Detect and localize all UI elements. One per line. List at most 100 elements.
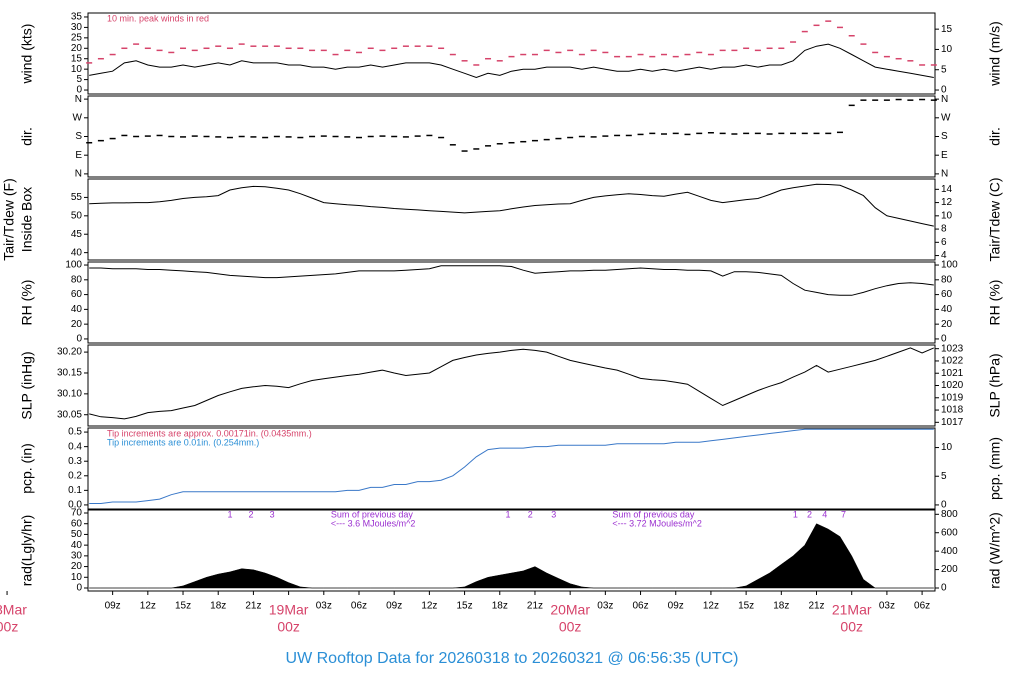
- y-tick-label: 30: [71, 550, 83, 561]
- hour-mark: 2: [249, 509, 254, 519]
- y-tick-label: 0: [76, 334, 82, 345]
- y-tick-label: 30.05: [57, 409, 82, 420]
- x-tick-label: 15z: [738, 601, 754, 612]
- y-axis-label: Tair/Tdew (F): [1, 178, 17, 260]
- y2-axis-label: dir.: [987, 127, 1003, 146]
- y-axis-label: SLP (inHg): [19, 351, 35, 419]
- x-tick-label: 15z: [175, 601, 191, 612]
- y2-tick-label: W: [941, 112, 951, 123]
- day-tick-label: 21Mar: [832, 602, 872, 618]
- panel-frame: [87, 509, 936, 592]
- y2-tick-label: E: [941, 150, 948, 161]
- line: [89, 183, 934, 227]
- y-tick-label: 5: [76, 74, 82, 85]
- daily-sum: Sum of previous day: [331, 509, 414, 519]
- line: [89, 43, 934, 79]
- x-tick-label: 09z: [386, 601, 402, 612]
- y2-tick-label: 10: [941, 442, 953, 453]
- y-tick-label: 50: [71, 529, 83, 540]
- y-tick-label: 35: [71, 12, 83, 23]
- day-tick-label: 19Mar: [269, 602, 309, 618]
- line: [89, 347, 934, 420]
- x-tick-label: 18z: [492, 601, 508, 612]
- y2-tick-label: 600: [941, 527, 958, 538]
- x-tick-label: 03z: [316, 601, 332, 612]
- y2-tick-label: 12: [941, 197, 953, 208]
- panel-frame: [87, 427, 936, 510]
- day-tick-hour: 00z: [559, 619, 582, 635]
- y-tick-label: 10: [71, 64, 83, 75]
- y-tick-label: 20: [71, 319, 83, 330]
- y2-axis-label: rad (W/m^2): [987, 512, 1003, 589]
- x-tick-label: 15z: [457, 601, 473, 612]
- y2-tick-label: 5: [941, 64, 947, 75]
- x-tick-label: 03z: [879, 601, 895, 612]
- day-tick-label: 18Mar: [0, 602, 27, 618]
- hour-mark: 2: [528, 509, 533, 519]
- y2-tick-label: 10: [941, 44, 953, 55]
- daily-sum: <--- 3.6 MJoules/m^2: [331, 518, 416, 528]
- y-tick-label: 0.3: [68, 456, 82, 467]
- x-tick-label: 12z: [421, 601, 437, 612]
- y2-tick-label: 8: [941, 224, 947, 235]
- hour-mark: 7: [841, 509, 846, 519]
- y-tick-label: 25: [71, 32, 83, 43]
- y2-tick-label: 400: [941, 546, 958, 557]
- y-tick-label: 50: [71, 210, 83, 221]
- hour-mark: 4: [822, 509, 827, 519]
- y-axis-label: rad(Lgly/hr): [19, 515, 35, 587]
- y2-tick-label: 0: [941, 583, 947, 594]
- day-tick-label: 20Mar: [550, 602, 590, 618]
- y-tick-label: 60: [71, 518, 83, 529]
- y-tick-label: 0.4: [68, 441, 82, 452]
- y2-tick-label: 1022: [941, 356, 964, 367]
- y2-tick-label: 60: [941, 289, 953, 300]
- hour-mark: 3: [551, 509, 556, 519]
- y2-tick-label: N: [941, 169, 948, 180]
- y2-tick-label: 80: [941, 274, 953, 285]
- x-tick-label: 09z: [668, 601, 684, 612]
- y-tick-label: N: [75, 94, 82, 105]
- hour-mark: 1: [505, 509, 510, 519]
- y-tick-label: 20: [71, 43, 83, 54]
- y-tick-label: 10: [71, 572, 83, 583]
- y-axis-label: RH (%): [19, 280, 35, 326]
- daily-sum: <--- 3.72 MJoules/m^2: [612, 518, 702, 528]
- y-tick-label: W: [73, 112, 83, 123]
- y-axis-label: wind (kts): [19, 24, 35, 85]
- y-tick-label: 40: [71, 304, 83, 315]
- y2-tick-label: 0: [941, 85, 947, 96]
- y-tick-label: 40: [71, 540, 83, 551]
- hour-mark: 1: [793, 509, 798, 519]
- chart-title: UW Rooftop Data for 20260318 to 20260321…: [286, 650, 739, 667]
- y2-tick-label: 0: [941, 334, 947, 345]
- y-tick-label: 60: [71, 289, 83, 300]
- hour-mark: 2: [807, 509, 812, 519]
- y-axis-label: pcp. (in): [19, 443, 35, 494]
- y-tick-label: N: [75, 169, 82, 180]
- y-tick-label: S: [75, 131, 82, 142]
- y-tick-label: 0.0: [68, 500, 82, 511]
- panel-frame: [87, 261, 936, 344]
- y2-tick-label: 14: [941, 184, 953, 195]
- line: [89, 428, 934, 504]
- y2-axis-label: RH (%): [987, 280, 1003, 326]
- hour-mark: 3: [270, 509, 275, 519]
- y-tick-label: 40: [71, 247, 83, 258]
- y2-tick-label: 1020: [941, 380, 964, 391]
- x-tick-label: 03z: [597, 601, 613, 612]
- panel-frame: [87, 12, 936, 95]
- day-tick-hour: 00z: [277, 619, 300, 635]
- annotation: 10 min. peak winds in red: [107, 13, 209, 23]
- y-tick-label: 45: [71, 229, 83, 240]
- y-tick-label: 0.5: [68, 427, 82, 438]
- y-tick-label: 15: [71, 53, 83, 64]
- y2-axis-label: SLP (hPa): [987, 353, 1003, 417]
- y-axis-label: dir.: [19, 127, 35, 146]
- y-tick-label: 30.15: [57, 368, 82, 379]
- day-tick-hour: 00z: [840, 619, 863, 635]
- y-tick-label: 30: [71, 22, 83, 33]
- y2-tick-label: 10: [941, 210, 953, 221]
- panel-frame: [87, 178, 936, 261]
- y2-tick-label: 800: [941, 509, 958, 520]
